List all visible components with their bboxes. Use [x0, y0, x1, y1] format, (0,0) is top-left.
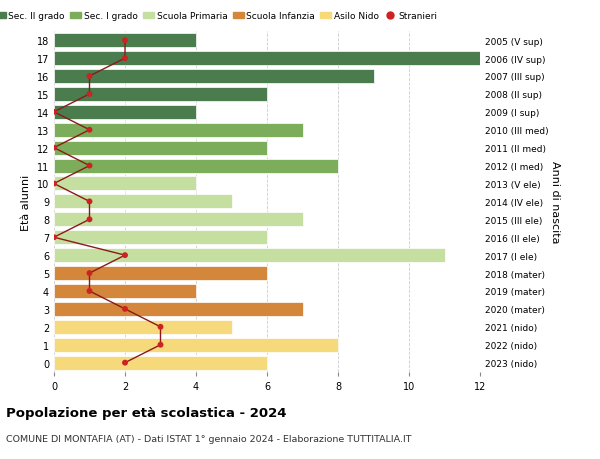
- Point: [85, 91, 94, 98]
- Bar: [54, 141, 267, 155]
- Bar: [54, 106, 196, 119]
- Bar: [54, 159, 338, 173]
- Bar: [54, 356, 267, 370]
- Point: [120, 252, 130, 259]
- Bar: [54, 231, 267, 245]
- Point: [85, 73, 94, 80]
- Bar: [54, 267, 267, 280]
- Bar: [54, 285, 196, 298]
- Bar: [54, 88, 267, 102]
- Bar: [54, 52, 515, 66]
- Point: [120, 359, 130, 367]
- Bar: [54, 249, 445, 263]
- Point: [85, 270, 94, 277]
- Bar: [54, 338, 338, 352]
- Bar: [54, 302, 302, 316]
- Point: [49, 145, 59, 152]
- Bar: [54, 70, 373, 84]
- Point: [156, 324, 166, 331]
- Bar: [54, 123, 302, 137]
- Bar: [54, 213, 302, 227]
- Text: Popolazione per età scolastica - 2024: Popolazione per età scolastica - 2024: [6, 406, 287, 419]
- Point: [120, 55, 130, 62]
- Bar: [54, 320, 232, 334]
- Point: [85, 216, 94, 224]
- Point: [49, 234, 59, 241]
- Bar: [54, 177, 196, 191]
- Point: [120, 37, 130, 45]
- Point: [49, 180, 59, 188]
- Point: [85, 127, 94, 134]
- Text: COMUNE DI MONTAFIA (AT) - Dati ISTAT 1° gennaio 2024 - Elaborazione TUTTITALIA.I: COMUNE DI MONTAFIA (AT) - Dati ISTAT 1° …: [6, 434, 412, 443]
- Point: [120, 306, 130, 313]
- Point: [49, 109, 59, 116]
- Point: [156, 341, 166, 349]
- Y-axis label: Anni di nascita: Anni di nascita: [550, 161, 560, 243]
- Bar: [54, 34, 196, 48]
- Point: [85, 288, 94, 295]
- Y-axis label: Età alunni: Età alunni: [21, 174, 31, 230]
- Point: [85, 162, 94, 170]
- Bar: [54, 195, 232, 209]
- Point: [85, 198, 94, 206]
- Legend: Sec. II grado, Sec. I grado, Scuola Primaria, Scuola Infanzia, Asilo Nido, Stran: Sec. II grado, Sec. I grado, Scuola Prim…: [0, 12, 437, 21]
